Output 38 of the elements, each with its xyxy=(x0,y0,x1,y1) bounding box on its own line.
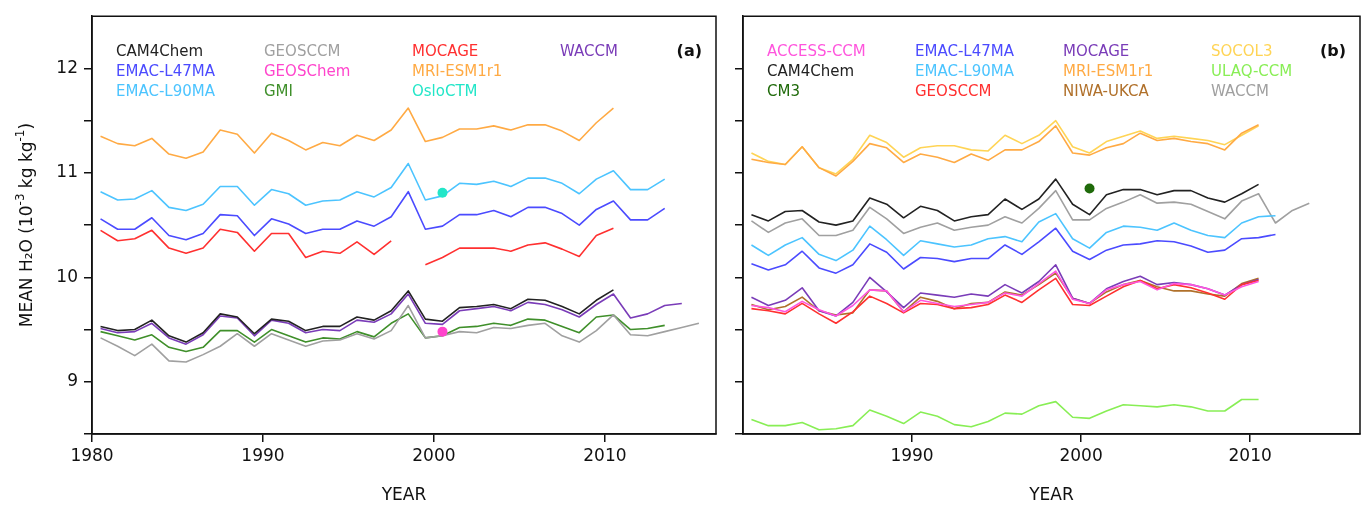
series-label: MRI-ESM1r1 xyxy=(412,62,503,81)
text: MRI-ESM1r1 xyxy=(1063,62,1154,81)
annotation: (b) xyxy=(1319,41,1346,61)
y-tick-label: 12 xyxy=(56,56,78,77)
x-axis-title: YEAR xyxy=(380,484,427,505)
text: MOCAGE xyxy=(412,42,479,61)
text: CM3 xyxy=(767,82,800,101)
text: GEOSCCM xyxy=(264,42,341,61)
x-tick-label: 2000 xyxy=(412,444,456,465)
x-tick-label: 1980 xyxy=(70,444,114,465)
text: GEOSChem xyxy=(264,62,351,81)
text: GEOSCCM xyxy=(915,82,992,101)
text: ULAQ-CCM xyxy=(1211,62,1293,81)
x-tick-label: 2000 xyxy=(1059,444,1103,465)
y-tick-label: 11 xyxy=(56,161,78,182)
x-tick-label: 1990 xyxy=(890,444,934,465)
text: EMAC-L47MA xyxy=(116,62,216,81)
annotation: (a) xyxy=(676,41,702,61)
x-tick-label: 2010 xyxy=(583,444,627,465)
y-axis-title: MEAN H₂O (10-3 kg kg-1) xyxy=(13,122,37,328)
text: EMAC-L90MA xyxy=(915,62,1015,81)
text: ACCESS-CCM xyxy=(767,42,866,61)
text: EMAC-L47MA xyxy=(915,42,1015,61)
y-tick-label: 9 xyxy=(67,370,78,391)
text: WACCM xyxy=(1211,82,1269,101)
text: WACCM xyxy=(560,42,618,61)
text: NIWA-UKCA xyxy=(1063,82,1150,101)
text: CAM4Chem xyxy=(116,42,204,61)
x-tick-label: 2010 xyxy=(1228,444,1272,465)
y-tick-label: 10 xyxy=(56,265,78,286)
text: GMI xyxy=(264,82,293,101)
text: OsloCTM xyxy=(412,82,478,101)
text: CAM4Chem xyxy=(767,62,855,81)
x-axis-title: YEAR xyxy=(1028,484,1074,505)
x-tick-label: 1990 xyxy=(241,444,285,465)
text: MOCAGE xyxy=(1063,42,1130,61)
text: EMAC-L90MA xyxy=(116,82,216,101)
text: SOCOL3 xyxy=(1211,42,1273,61)
